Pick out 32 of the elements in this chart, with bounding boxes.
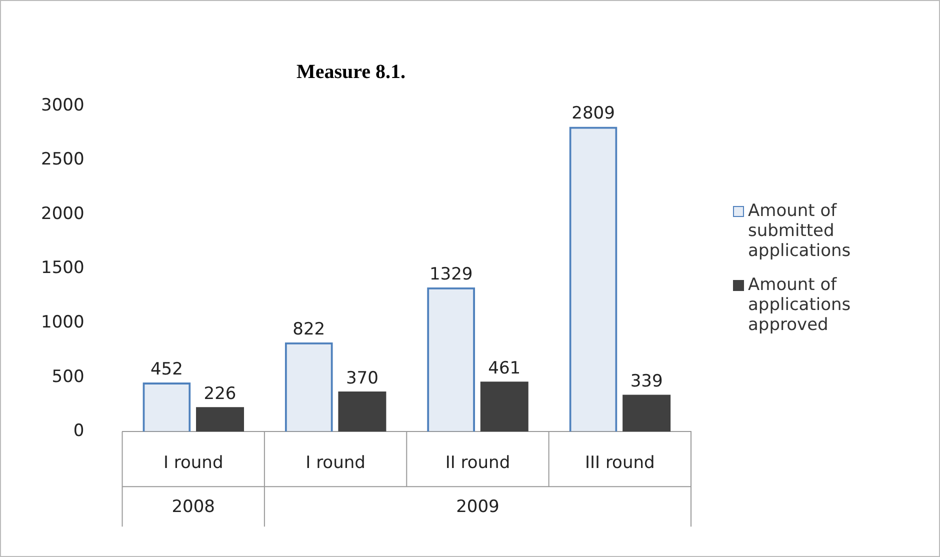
data-label: 822 [292, 319, 326, 340]
y-tick-label: 1500 [41, 258, 84, 278]
data-label: 339 [630, 372, 663, 392]
y-tick-label: 1000 [41, 312, 84, 332]
bar [196, 407, 244, 432]
bar [338, 391, 386, 432]
y-tick-label: 2000 [41, 204, 84, 224]
legend-label: Amount of applications approved [748, 275, 852, 335]
bar [142, 382, 191, 432]
data-label: 452 [150, 359, 183, 380]
x-tick-label: III round [585, 453, 655, 474]
y-tick-label: 0 [73, 421, 84, 442]
bar [480, 382, 528, 432]
y-tick-label: 500 [52, 366, 84, 387]
bar [569, 126, 618, 432]
text: 2008 [172, 497, 215, 518]
x-tick-label: I round [163, 453, 224, 474]
x-tick-label: I round [306, 453, 366, 474]
bar [284, 342, 333, 432]
bar [427, 287, 476, 432]
data-label: 1329 [429, 264, 473, 284]
text: 2009 [456, 497, 500, 518]
bar [622, 394, 671, 432]
x-tick-label: II round [445, 453, 510, 474]
data-label: 226 [204, 384, 236, 404]
data-label: 2809 [572, 104, 615, 124]
y-tick-label: 2500 [41, 150, 84, 170]
data-label: 461 [488, 358, 521, 378]
chart-title: Measure 8.1. [295, 61, 407, 84]
y-tick-label: 3000 [41, 95, 84, 116]
data-label: 370 [346, 368, 378, 388]
legend-label: Amount of submitted applications [748, 201, 852, 261]
